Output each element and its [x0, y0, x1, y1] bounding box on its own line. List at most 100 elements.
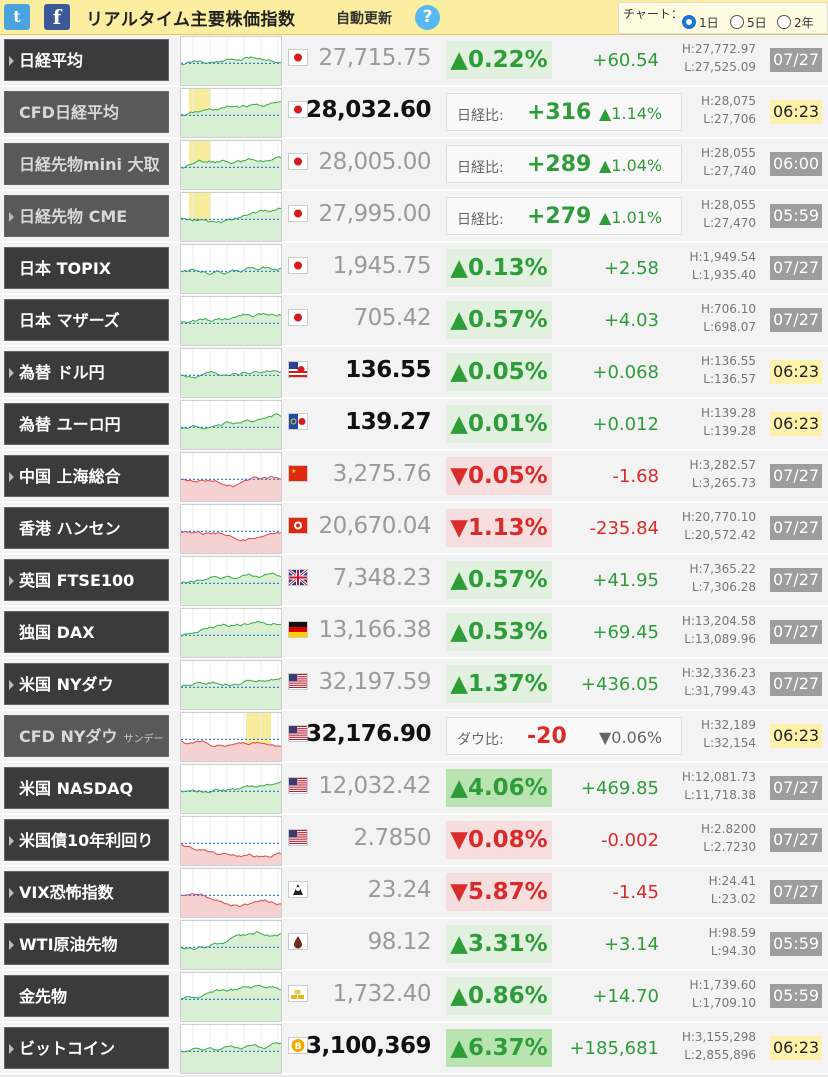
radio-2year[interactable]: [777, 15, 791, 29]
index-row[interactable]: 日経平均 27,715.75 ▲0.22% +60.54 H:27,772.97 L:27…: [0, 35, 828, 87]
index-name[interactable]: 独国 DAX: [19, 623, 95, 642]
index-name[interactable]: VIX恐怖指数: [19, 883, 114, 902]
index-row[interactable]: 独国 DAX 13,166.38 ▲0.53% +69.45 H:13,204.58 L:…: [0, 607, 828, 659]
index-name-button[interactable]: CFD NYダウ サンデー: [4, 715, 169, 757]
twitter-icon[interactable]: t: [4, 4, 30, 30]
facebook-icon[interactable]: f: [44, 4, 70, 30]
sparkline-chart[interactable]: [180, 660, 282, 710]
index-name-button[interactable]: 英国 FTSE100: [4, 559, 169, 601]
index-name-button[interactable]: 日経先物mini 大取: [4, 143, 169, 185]
index-name-button[interactable]: 米国 NASDAQ: [4, 767, 169, 809]
index-row[interactable]: 米国債10年利回り 2.7850 ▼0.08% -0.002 H:2.8200 L:2.7…: [0, 815, 828, 867]
index-name[interactable]: 金先物: [19, 987, 68, 1006]
expand-arrow-icon[interactable]: [9, 1044, 14, 1054]
index-name-button[interactable]: 米国債10年利回り: [4, 819, 169, 861]
radio-1day[interactable]: [682, 15, 696, 29]
sparkline-chart[interactable]: [180, 1024, 282, 1074]
index-name-button[interactable]: 日経先物 CME: [4, 195, 169, 237]
index-name[interactable]: 香港 ハンセン: [19, 519, 121, 538]
radio-5day-label[interactable]: 5日: [747, 16, 767, 30]
index-row[interactable]: 英国 FTSE100 7,348.23 ▲0.57% +41.95 H:7,365.22…: [0, 555, 828, 607]
sparkline-chart[interactable]: [180, 140, 282, 190]
index-row[interactable]: 米国 NASDAQ 12,032.42 ▲4.06% +469.85 H:12,081.…: [0, 763, 828, 815]
index-name-button[interactable]: 独国 DAX: [4, 611, 169, 653]
sparkline-chart[interactable]: [180, 816, 282, 866]
index-row[interactable]: 為替 ユーロ円 139.27 ▲0.01% +0.012 H:139.28 L:139.2…: [0, 399, 828, 451]
index-row[interactable]: 中国 上海総合 ★ 3,275.76 ▼0.05% -1.68 H:3,282.57 L:3…: [0, 451, 828, 503]
index-name[interactable]: 日本 TOPIX: [19, 259, 112, 278]
index-row[interactable]: 香港 ハンセン 20,670.04 ▼1.13% -235.84 H:20,770.10…: [0, 503, 828, 555]
sparkline-chart[interactable]: [180, 36, 282, 86]
index-name-button[interactable]: 為替 ユーロ円: [4, 403, 169, 445]
index-name-button[interactable]: 日本 TOPIX: [4, 247, 169, 289]
index-name[interactable]: 英国 FTSE100: [19, 571, 135, 590]
index-name-button[interactable]: 金先物: [4, 975, 169, 1017]
index-name-button[interactable]: 為替 ドル円: [4, 351, 169, 393]
index-name-button[interactable]: VIX恐怖指数: [4, 871, 169, 913]
sparkline-chart[interactable]: [180, 192, 282, 242]
sparkline-chart[interactable]: [180, 712, 282, 762]
index-row[interactable]: 日本 TOPIX 1,945.75 ▲0.13% +2.58 H:1,949.54 L:1…: [0, 243, 828, 295]
index-name-button[interactable]: 日本 マザーズ: [4, 299, 169, 341]
index-name[interactable]: 中国 上海総合: [19, 467, 121, 486]
index-name[interactable]: 米国債10年利回り: [19, 831, 154, 850]
sparkline-chart[interactable]: [180, 400, 282, 450]
index-name[interactable]: 為替 ドル円: [19, 363, 105, 382]
index-row[interactable]: VIX恐怖指数 23.24 ▼5.87% -1.45 H:24.41 L:23.02 07/…: [0, 867, 828, 919]
sparkline-chart[interactable]: [180, 972, 282, 1022]
index-name[interactable]: 日経先物 CME: [19, 207, 128, 226]
sparkline-chart[interactable]: [180, 452, 282, 502]
index-name-button[interactable]: 中国 上海総合: [4, 455, 169, 497]
index-name[interactable]: CFD日経平均: [19, 103, 119, 122]
index-name[interactable]: 為替 ユーロ円: [19, 415, 121, 434]
index-name-button[interactable]: 日経平均: [4, 39, 169, 81]
radio-1day-label[interactable]: 1日: [699, 16, 719, 30]
index-name[interactable]: 米国 NYダウ: [19, 675, 114, 694]
index-name-button[interactable]: ビットコイン: [4, 1027, 169, 1069]
sparkline-chart[interactable]: [180, 504, 282, 554]
expand-arrow-icon[interactable]: [9, 940, 14, 950]
index-name[interactable]: 日経先物mini 大取: [19, 155, 160, 174]
sparkline-chart[interactable]: [180, 556, 282, 606]
index-name-button[interactable]: 米国 NYダウ: [4, 663, 169, 705]
index-name-button[interactable]: WTI原油先物: [4, 923, 169, 965]
sparkline-chart[interactable]: [180, 296, 282, 346]
index-name[interactable]: 日経平均: [19, 51, 84, 70]
index-name-button[interactable]: CFD日経平均: [4, 91, 169, 133]
sparkline-chart[interactable]: [180, 868, 282, 918]
index-name-button[interactable]: 香港 ハンセン: [4, 507, 169, 549]
sparkline-chart[interactable]: [180, 348, 282, 398]
sparkline-chart[interactable]: [180, 764, 282, 814]
expand-arrow-icon[interactable]: [9, 212, 14, 222]
expand-arrow-icon[interactable]: [9, 888, 14, 898]
index-row[interactable]: 米国 NYダウ 32,197.59 ▲1.37% +436.05 H:32,336.23…: [0, 659, 828, 711]
index-name[interactable]: CFD NYダウ: [19, 727, 118, 746]
index-row[interactable]: 為替 ドル円 136.55 ▲0.05% +0.068 H:136.55 L:136.57…: [0, 347, 828, 399]
index-row[interactable]: 日本 マザーズ 705.42 ▲0.57% +4.03 H:706.10 L:698.07…: [0, 295, 828, 347]
index-row[interactable]: 日経先物mini 大取 28,005.00 日経比: +289 ▲1.04% H:28,0…: [0, 139, 828, 191]
index-row[interactable]: WTI原油先物 98.12 ▲3.31% +3.14 H:98.59 L:94.30 05:…: [0, 919, 828, 971]
sparkline-chart[interactable]: [180, 920, 282, 970]
bitcoin-icon: B: [288, 1037, 308, 1054]
index-name[interactable]: 米国 NASDAQ: [19, 779, 134, 798]
index-row[interactable]: 日経先物 CME 27,995.00 日経比: +279 ▲1.01% H:28,055 L…: [0, 191, 828, 243]
sparkline-chart[interactable]: [180, 244, 282, 294]
index-name[interactable]: ビットコイン: [19, 1039, 116, 1058]
radio-2year-label[interactable]: 2年: [794, 16, 814, 30]
expand-arrow-icon[interactable]: [9, 576, 14, 586]
radio-5day[interactable]: [730, 15, 744, 29]
expand-arrow-icon[interactable]: [9, 56, 14, 66]
help-icon[interactable]: ?: [415, 5, 440, 30]
sparkline-chart[interactable]: [180, 88, 282, 138]
index-row[interactable]: CFD NYダウ サンデー 32,176.90 ダウ比: -20 ▼0.06% H:32,1…: [0, 711, 828, 763]
sparkline-chart[interactable]: [180, 608, 282, 658]
index-name[interactable]: WTI原油先物: [19, 935, 118, 954]
index-row[interactable]: CFD日経平均 28,032.60 日経比: +316 ▲1.14% H:28,075 L:…: [0, 87, 828, 139]
index-row[interactable]: 金先物 1,732.40 ▲0.86% +14.70 H:1,739.60 L:1,709…: [0, 971, 828, 1023]
expand-arrow-icon[interactable]: [9, 472, 14, 482]
index-row[interactable]: ビットコイン B 3,100,369 ▲6.37% +185,681 H:3,155,29…: [0, 1023, 828, 1075]
expand-arrow-icon[interactable]: [9, 680, 14, 690]
expand-arrow-icon[interactable]: [9, 368, 14, 378]
index-name[interactable]: 日本 マザーズ: [19, 311, 120, 330]
expand-arrow-icon[interactable]: [9, 836, 14, 846]
